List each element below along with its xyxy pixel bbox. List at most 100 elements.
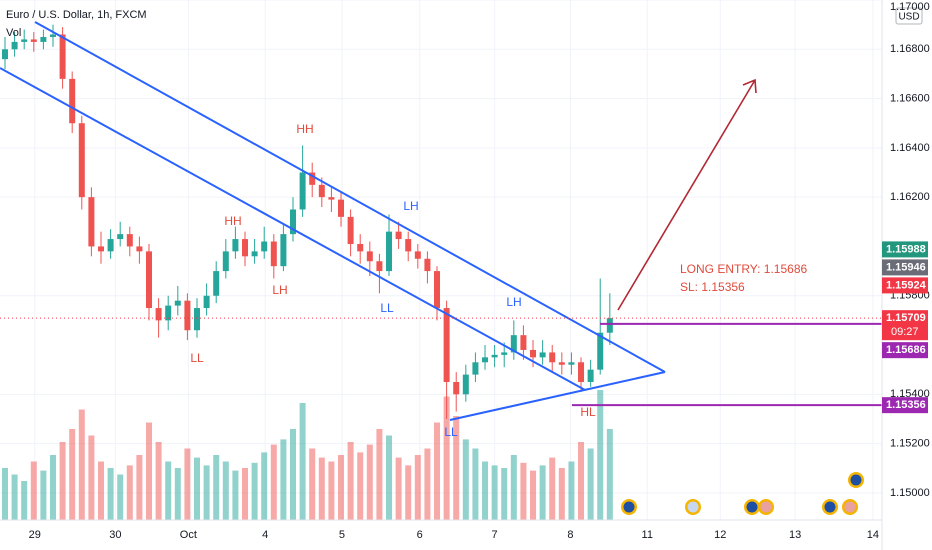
x-tick-label: 29 — [29, 529, 41, 541]
event-icon — [746, 501, 758, 513]
volume-bar — [59, 442, 66, 520]
candle-body — [146, 251, 153, 309]
volume-bar — [88, 435, 95, 520]
candle-body — [213, 271, 220, 296]
volume-bar — [194, 457, 201, 520]
triangle-lower — [449, 371, 666, 421]
y-tick-label: 1.16600 — [890, 92, 930, 104]
volume-bar — [126, 465, 133, 520]
candle-body — [1, 49, 8, 60]
volume-bar — [40, 470, 47, 520]
pattern-label: HL — [580, 405, 596, 419]
candle-body — [261, 241, 268, 252]
volume-bar — [482, 461, 489, 520]
candle-body — [357, 243, 364, 252]
volume-bar — [146, 422, 153, 520]
volume-bar — [501, 468, 508, 520]
candle-body — [59, 34, 66, 79]
x-tick-label: 4 — [262, 529, 268, 541]
pattern-label: LL — [444, 425, 458, 439]
candle-body — [338, 199, 345, 217]
volume-bar — [578, 442, 585, 520]
channel-upper — [34, 21, 666, 373]
y-tick-label: 1.17000 — [890, 1, 930, 13]
candle-body — [530, 349, 537, 358]
volume-bar — [203, 465, 210, 520]
candle-body — [49, 34, 56, 37]
candle-body — [117, 234, 124, 240]
trade-note: SL: 1.15356 — [680, 280, 745, 294]
candle-body — [606, 318, 613, 333]
candle-body — [136, 246, 143, 252]
volume-bar — [242, 468, 249, 520]
volume-bar — [78, 409, 85, 520]
candle-body — [126, 234, 133, 247]
candle-body — [242, 239, 249, 257]
grid — [0, 0, 882, 520]
candle-body — [251, 251, 258, 257]
volume-bar — [280, 439, 287, 520]
candle-body — [568, 362, 575, 365]
price-label: 1.15924 — [886, 279, 927, 291]
currency[interactable]: USD — [898, 12, 919, 23]
volume-bar — [155, 442, 162, 520]
candle-body — [597, 332, 604, 370]
candle-body — [520, 335, 527, 350]
volume-bar — [386, 435, 393, 520]
pattern-label: LH — [403, 199, 418, 213]
x-tick-label: 5 — [339, 529, 345, 541]
volume-bar — [549, 457, 556, 520]
volume-bar — [213, 455, 220, 520]
volume-bar — [462, 439, 469, 520]
candle-body — [405, 239, 412, 252]
volume-bar — [587, 448, 594, 520]
x-tick-label: 11 — [642, 529, 653, 541]
price-label: 1.15356 — [886, 399, 926, 411]
volume-bar — [1, 468, 8, 520]
volume-bar — [530, 470, 537, 520]
x-tick-label: 6 — [417, 529, 423, 541]
candle-body — [290, 209, 297, 235]
price-label: 1.15946 — [886, 261, 926, 273]
y-tick-label: 1.16400 — [890, 142, 930, 154]
currency-box[interactable] — [895, 7, 923, 25]
price-label-box — [882, 397, 928, 414]
volume-bar — [491, 465, 498, 520]
volume-bar — [11, 474, 18, 520]
y-tick-label: 1.15000 — [890, 487, 930, 499]
volume-bar — [251, 462, 258, 520]
volume-bar — [69, 429, 76, 520]
candle-layer — [1, 24, 613, 419]
candle-body — [347, 216, 354, 244]
event-icon — [687, 501, 699, 513]
volume-label: Vol — [6, 27, 21, 39]
candle-body — [501, 352, 508, 355]
candle-body — [88, 197, 95, 247]
pattern-label: LH — [506, 295, 521, 309]
candle-body — [414, 251, 421, 259]
volume-bar — [136, 455, 143, 520]
arrow-head — [742, 78, 757, 94]
volume-bar — [328, 461, 335, 520]
price-label-box — [882, 342, 928, 359]
candle-body — [280, 234, 287, 267]
candle-body — [174, 300, 181, 306]
candle-body — [97, 246, 104, 252]
volume-bar — [232, 470, 239, 520]
y-tick-label: 1.16800 — [890, 43, 930, 55]
pattern-label: HH — [224, 214, 241, 228]
event-icons — [621, 472, 864, 515]
price-label: 1.15988 — [886, 243, 926, 255]
pattern-label: LH — [272, 283, 287, 297]
candle-body — [40, 36, 47, 42]
pattern-label: LL — [380, 301, 394, 315]
volume-bar — [510, 455, 517, 520]
volume-bar — [290, 429, 297, 520]
volume-bar — [117, 474, 124, 520]
volume-bar — [539, 465, 546, 520]
volume-bar — [424, 448, 431, 520]
volume-bar — [165, 461, 172, 520]
volume-bar — [97, 461, 104, 520]
candle-body — [21, 39, 28, 42]
price-label-box — [882, 241, 928, 258]
